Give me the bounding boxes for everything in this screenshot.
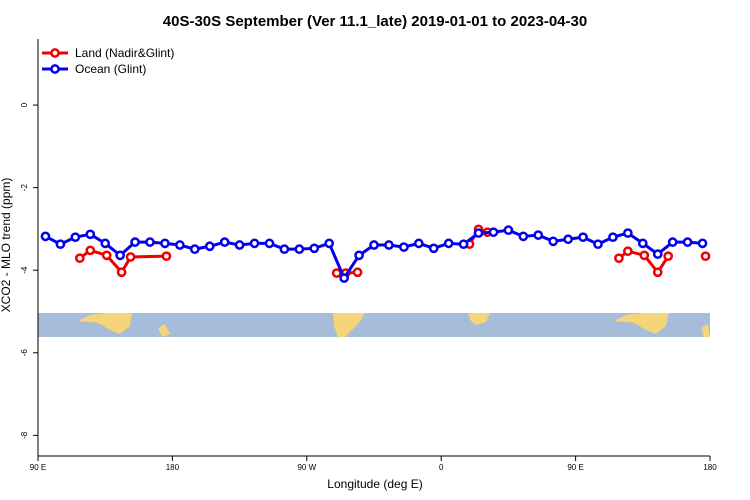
point <box>85 229 96 240</box>
y-tick-label: -4 <box>20 266 29 274</box>
chart-title: 40S-30S September (Ver 11.1_late) 2019-0… <box>163 13 587 30</box>
point <box>488 227 499 238</box>
point <box>100 238 111 249</box>
point <box>663 251 674 262</box>
point <box>614 253 624 264</box>
point <box>189 244 200 255</box>
legend-marker <box>50 64 60 74</box>
point <box>70 232 81 243</box>
y-tick-label: -8 <box>20 431 29 439</box>
point <box>145 237 155 247</box>
point <box>682 237 693 247</box>
point <box>125 252 136 262</box>
point <box>652 249 663 259</box>
legend-label: Land (Nadir&Glint) <box>75 46 174 60</box>
point <box>249 238 260 249</box>
point <box>331 268 342 278</box>
point <box>637 238 648 249</box>
point <box>309 243 320 254</box>
point <box>458 239 469 250</box>
x-tick-label: 90 E <box>30 463 46 472</box>
point <box>130 237 140 247</box>
y-tick-label: -6 <box>20 349 29 357</box>
point <box>473 228 484 238</box>
point <box>204 241 215 252</box>
point <box>384 240 394 250</box>
point <box>264 238 275 249</box>
y-tick-label: 0 <box>20 102 29 107</box>
point <box>116 267 127 278</box>
point <box>115 250 125 261</box>
x-tick-label: 90 W <box>297 463 316 472</box>
point <box>352 267 363 278</box>
point <box>339 273 349 283</box>
point <box>697 238 708 249</box>
x-tick-label: 180 <box>703 463 717 472</box>
point <box>40 231 51 242</box>
point <box>563 234 573 245</box>
point <box>234 240 245 250</box>
series-line <box>44 228 703 282</box>
point <box>279 244 290 255</box>
point <box>443 238 454 249</box>
legend-label: Ocean (Glint) <box>75 62 146 76</box>
y-tick-label: -2 <box>20 184 29 192</box>
x-tick-label: 180 <box>166 463 180 472</box>
map-strip <box>38 313 710 337</box>
point <box>608 232 618 243</box>
y-axis-label: XCO2 - MLO trend (ppm) <box>0 178 13 313</box>
point <box>161 251 172 262</box>
x-tick-label: 90 E <box>567 463 583 472</box>
x-axis-label: Longitude (deg E) <box>327 477 422 491</box>
point <box>652 267 663 278</box>
point <box>623 246 633 257</box>
point <box>578 232 588 243</box>
point <box>700 251 711 262</box>
point <box>639 250 650 261</box>
point <box>518 231 529 242</box>
point <box>593 239 603 250</box>
point <box>175 240 185 250</box>
point <box>294 244 305 255</box>
point <box>667 237 678 247</box>
point <box>101 250 112 261</box>
x-tick-label: 0 <box>439 463 444 472</box>
point <box>85 245 96 256</box>
point <box>354 250 364 261</box>
point <box>74 253 85 264</box>
legend-marker <box>50 48 60 58</box>
point <box>533 230 544 240</box>
point <box>548 236 559 247</box>
point <box>55 239 66 250</box>
point <box>219 237 230 247</box>
point <box>428 243 439 254</box>
point <box>413 238 424 249</box>
point <box>324 238 335 249</box>
point <box>503 225 514 236</box>
point <box>399 242 409 252</box>
point <box>369 240 379 250</box>
point <box>160 238 170 249</box>
point <box>623 228 633 238</box>
